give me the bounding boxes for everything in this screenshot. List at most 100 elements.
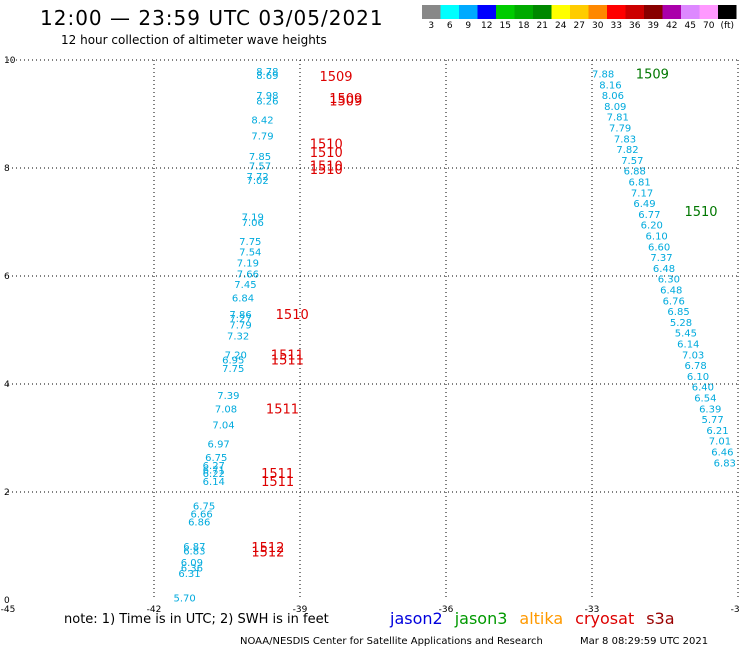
wave-height-value: 6.66 — [191, 510, 213, 521]
wave-height-value: 6.10 — [687, 372, 709, 383]
y-tick-label: 4 — [4, 380, 10, 390]
wave-height-value: 8.06 — [602, 91, 624, 102]
color-scale-label: 24 — [555, 21, 567, 31]
wave-height-value: 6.36 — [181, 564, 203, 575]
legend-item-altika: altika — [519, 609, 564, 628]
pass-number-label: 1512 — [251, 545, 284, 560]
wave-height-value: 7.72 — [246, 172, 268, 183]
color-scale-label: 45 — [684, 21, 696, 31]
pass-number-label: 1509 — [319, 70, 352, 85]
x-tick-label: -45 — [1, 605, 16, 615]
color-scale-label: 70 — [703, 21, 715, 31]
wave-height-value: 6.95 — [222, 356, 244, 367]
wave-height-value: 7.98 — [256, 91, 278, 102]
footer-note: note: 1) Time is in UTC; 2) SWH is in fe… — [64, 612, 329, 627]
wave-height-value: 8.09 — [604, 102, 626, 113]
wave-height-value: 8.26 — [256, 97, 278, 108]
wave-height-value: 6.14 — [677, 340, 699, 351]
wave-height-value: 7.08 — [215, 404, 237, 415]
wave-height-value: 5.28 — [670, 318, 692, 329]
color-scale-label: 42 — [666, 21, 678, 31]
wave-height-value: 6.09 — [181, 558, 203, 569]
pass-number-label: 1511 — [261, 475, 294, 490]
chart-title: 12:00 — 23:59 UTC 03/05/2021 — [40, 6, 384, 30]
wave-height-value: 6.83 — [714, 458, 736, 469]
wave-height-value: 6.60 — [648, 242, 670, 253]
pass-number-label: 1509 — [329, 92, 362, 107]
legend-item-s3a: s3a — [646, 609, 675, 628]
wave-height-value: 6.39 — [699, 404, 721, 415]
y-tick-label: 6 — [4, 272, 10, 282]
legend-item-jason3: jason3 — [454, 609, 508, 628]
wave-height-value: 8.16 — [599, 80, 621, 91]
wave-height-value: 7.57 — [621, 156, 643, 167]
pass-number-label: 1511 — [266, 402, 299, 417]
wave-height-value: 7.79 — [609, 124, 631, 135]
wave-height-value: 6.30 — [658, 275, 680, 286]
wave-height-value: 7.82 — [616, 145, 638, 156]
wave-height-value: 6.40 — [692, 383, 714, 394]
x-tick-label: -42 — [147, 605, 162, 615]
color-scale-label: 15 — [499, 21, 511, 31]
wave-height-value: 7.32 — [227, 331, 249, 342]
footer-credit: NOAA/NESDIS Center for Satellite Applica… — [240, 636, 543, 647]
pass-number-label: 1510 — [310, 159, 343, 174]
wave-height-value: 7.06 — [242, 218, 264, 229]
color-scale-label: 12 — [481, 21, 493, 31]
wave-height-value: 6.86 — [188, 518, 210, 529]
wave-height-value: 7.04 — [212, 421, 234, 432]
color-scale-label: 30 — [592, 21, 604, 31]
wave-height-value: 6.76 — [663, 296, 685, 307]
wave-height-value: 7.39 — [217, 391, 239, 402]
color-scale-label: 21 — [536, 21, 548, 31]
wave-height-value: 7.19 — [242, 213, 264, 224]
wave-height-value: 6.97 — [208, 439, 230, 450]
pass-number-label: 1510 — [276, 308, 309, 323]
footer-timestamp: Mar 8 08:29:59 UTC 2021 — [580, 636, 709, 647]
color-scale-label: 9 — [465, 21, 472, 31]
x-tick-label: -33 — [585, 605, 600, 615]
wave-height-value: 7.27 — [229, 314, 251, 325]
color-scale-labels: 3 6 9 12 15 18 21 24 27 30 33 36 39 42 45 70 (ft) — [422, 21, 737, 33]
wave-height-value: 6.88 — [624, 167, 646, 178]
wave-height-value: 6.22 — [203, 469, 225, 480]
color-scale-label: 36 — [629, 21, 641, 31]
wave-height-value: 6.77 — [638, 210, 660, 221]
wave-height-value: 6.54 — [694, 394, 716, 405]
wave-height-value: 6.31 — [178, 569, 200, 580]
wave-height-value: 7.75 — [222, 364, 244, 375]
x-tick-label: -36 — [439, 605, 454, 615]
color-scale-label: 6 — [446, 21, 453, 31]
wave-height-value: 6.48 — [660, 286, 682, 297]
wave-height-value: 6.87 — [183, 542, 205, 553]
wave-height-value: 7.45 — [234, 280, 256, 291]
wave-height-value: 7.03 — [682, 350, 704, 361]
color-scale-label: 27 — [573, 21, 585, 31]
wave-height-value: 6.20 — [641, 221, 663, 232]
wave-height-value: 8.42 — [251, 115, 273, 126]
pass-number-label: 1509 — [636, 68, 669, 83]
wave-height-value: 7.79 — [229, 321, 251, 332]
pass-number-label: 1511 — [271, 354, 304, 369]
wave-height-value: 7.86 — [229, 310, 251, 321]
legend-item-cryosat: cryosat — [575, 609, 635, 628]
wave-height-value: 6.27 — [203, 461, 225, 472]
wave-height-value: 7.66 — [237, 269, 259, 280]
wave-height-value: 7.85 — [249, 152, 271, 163]
pass-number-label: 1511 — [271, 348, 304, 363]
wave-height-value: 6.85 — [667, 307, 689, 318]
wave-height-value: 7.83 — [614, 134, 636, 145]
satellite-legend: jason2 jason3 altika cryosat s3a — [390, 609, 687, 628]
pass-number-label: 1511 — [261, 467, 294, 482]
wave-height-value: 6.10 — [646, 232, 668, 243]
legend-item-jason2: jason2 — [390, 609, 443, 628]
wave-height-value: 6.21 — [706, 426, 728, 437]
wave-height-value: 7.17 — [631, 188, 653, 199]
pass-number-label: 1510 — [310, 163, 343, 178]
wave-height-value: 6.75 — [205, 453, 227, 464]
pass-number-label: 1512 — [251, 541, 284, 556]
wave-height-value: 7.75 — [239, 237, 261, 248]
color-scale-label: 33 — [610, 21, 622, 31]
wave-height-value: 7.01 — [709, 437, 731, 448]
